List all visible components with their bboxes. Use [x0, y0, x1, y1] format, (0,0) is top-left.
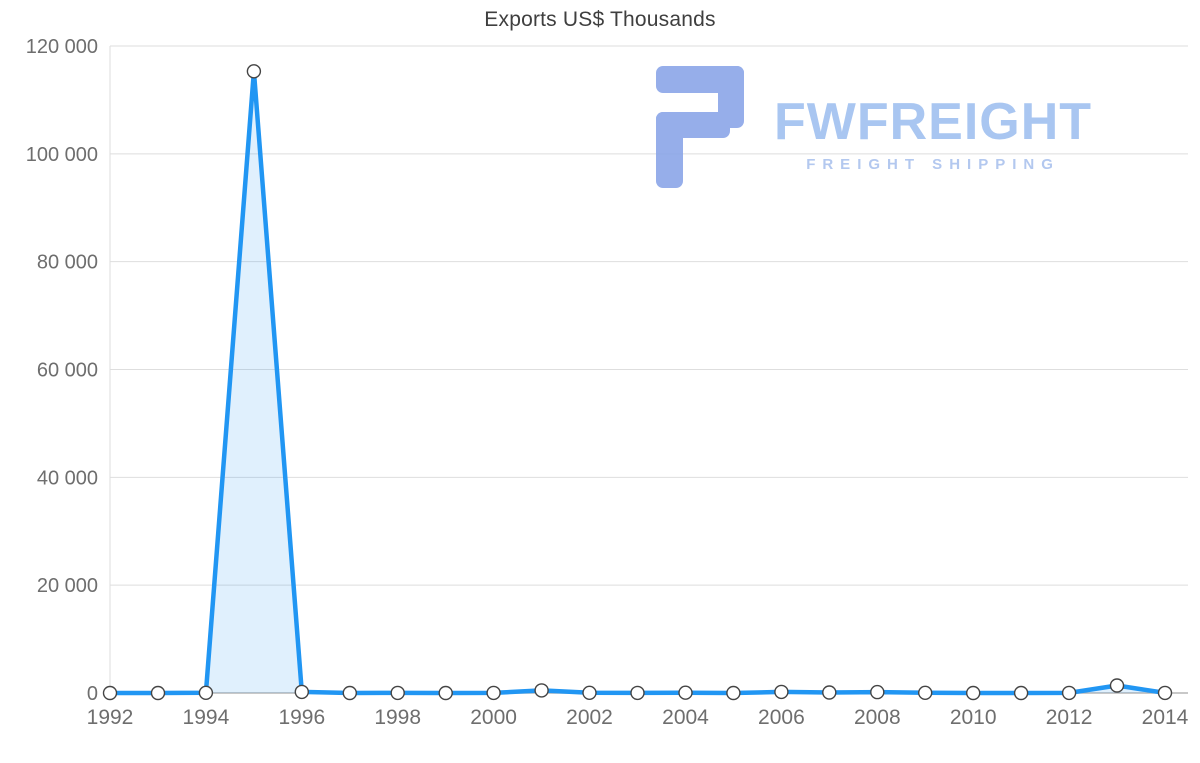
y-tick-label: 0	[87, 683, 98, 705]
data-point[interactable]	[630, 685, 645, 701]
y-tick-label: 120 000	[26, 36, 98, 58]
data-point[interactable]	[342, 685, 357, 701]
y-tick-label: 60 000	[37, 360, 98, 382]
data-point[interactable]	[726, 685, 741, 701]
x-tick-label: 2008	[854, 706, 901, 729]
x-tick-label: 2004	[662, 706, 709, 729]
chart-title: Exports US$ Thousands	[484, 8, 716, 31]
y-tick-label: 40 000	[37, 467, 98, 489]
x-tick-label: 2002	[566, 706, 613, 729]
x-axis-labels: 1992 1994 1996 1998 2000 2002 2004 2006 2008 2010…	[87, 706, 1189, 729]
y-axis-labels: 0 20 000 40 000 60 000 80 000 100 000 120 000	[26, 36, 98, 705]
data-point[interactable]	[486, 685, 501, 701]
data-point[interactable]	[246, 64, 262, 79]
data-point[interactable]	[1109, 678, 1125, 693]
x-tick-label: 1996	[278, 706, 325, 729]
data-point[interactable]	[870, 684, 885, 700]
data-point[interactable]	[774, 684, 789, 700]
data-point[interactable]	[534, 683, 549, 698]
y-tick-label: 80 000	[37, 252, 98, 274]
x-tick-label: 1998	[374, 706, 421, 729]
x-tick-label: 2010	[950, 706, 997, 729]
x-tick-label: 1994	[183, 706, 230, 729]
x-tick-label: 2006	[758, 706, 805, 729]
area-fill	[110, 71, 1165, 694]
data-point[interactable]	[102, 685, 118, 701]
data-point[interactable]	[294, 684, 309, 700]
data-point[interactable]	[1157, 685, 1173, 701]
data-point-markers	[102, 64, 1173, 701]
data-point[interactable]	[150, 685, 166, 701]
x-tick-label: 2000	[470, 706, 517, 729]
x-tick-label: 2014	[1142, 706, 1189, 729]
data-point[interactable]	[198, 685, 214, 700]
data-point[interactable]	[918, 685, 933, 700]
data-point[interactable]	[822, 685, 837, 700]
data-point[interactable]	[1013, 685, 1029, 701]
data-point[interactable]	[966, 685, 981, 701]
y-tick-label: 100 000	[26, 144, 98, 166]
data-point[interactable]	[678, 685, 693, 700]
data-point[interactable]	[582, 685, 597, 700]
data-point[interactable]	[390, 685, 405, 701]
data-point[interactable]	[1061, 685, 1077, 701]
x-tick-label: 2012	[1046, 706, 1093, 729]
y-tick-label: 20 000	[37, 575, 98, 597]
x-tick-label: 1992	[87, 706, 134, 729]
data-point[interactable]	[438, 685, 453, 701]
